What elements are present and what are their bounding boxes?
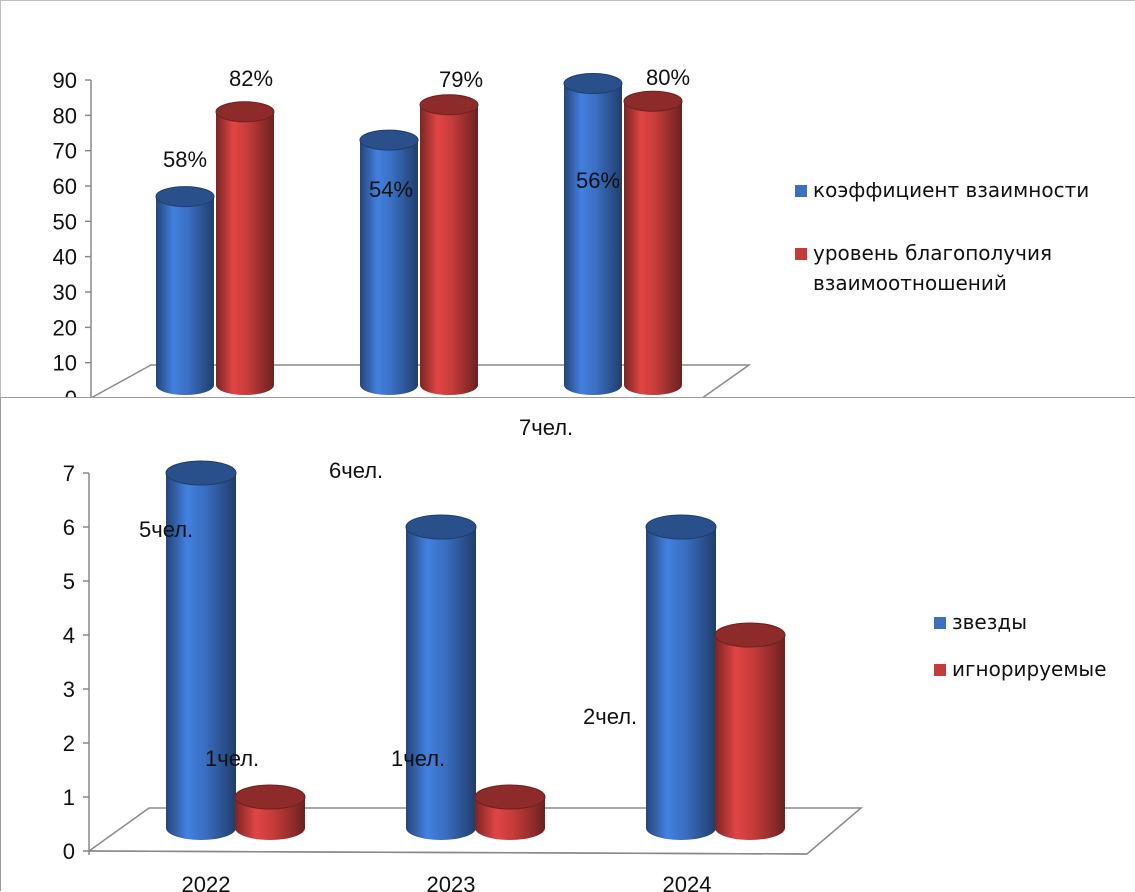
bar-top [234,784,306,810]
bar-body [156,196,214,395]
bar-body [166,473,236,840]
y-tick-label: 30 [53,280,77,305]
data-label: 5чел. [139,517,193,542]
data-label: 54% [369,177,413,202]
legend-label-reciprocity: коэффициент взаимности [813,178,1090,202]
y-tick-label: 70 [53,139,77,164]
y-tick-label: 1 [63,785,75,810]
bar-body [420,104,478,395]
y-tick-label: 40 [53,245,77,270]
bar-top [359,129,419,151]
chart-panel-top: 0 10 20 30 40 50 60 70 80 90 58% 54% 56% 82% 79% 80% ко… [0,0,1135,401]
data-label: 82% [229,66,273,91]
data-label: 6чел. [329,458,383,483]
bar-body [360,140,418,395]
legend-swatch-stars [934,617,946,629]
x-axis-line [88,850,808,855]
bar [645,514,717,840]
bar [419,94,479,395]
y-tick-label: 7 [63,461,75,486]
bar [474,784,546,840]
data-label: 79% [439,67,483,92]
bar-top [405,514,477,540]
bar [165,460,237,840]
chart-panel-bottom: 0 1 2 3 4 5 6 7 5чел. 6чел. 7чел. 1чел. 1чел. 2чел. 20… [0,397,1135,892]
y-tick-label: 2 [63,731,75,756]
data-label: 58% [163,147,207,172]
y-tick-label: 0 [63,839,75,864]
bar-top [155,186,215,208]
bar-body [216,111,274,395]
legend-swatch-ignored [934,664,946,676]
legend-swatch-reciprocity [795,185,807,197]
legend-label-stars: звезды [952,610,1027,634]
chart-bottom-svg: 0 1 2 3 4 5 6 7 5чел. 6чел. 7чел. 1чел. 1чел. 2чел. 20… [63,415,864,892]
y-tick-label: 4 [63,623,75,648]
y-tick-label: 20 [53,315,77,340]
legend-label-ignored: игнорируемые [952,657,1107,681]
x-tick-label: 2024 [663,872,712,892]
bar-top [645,514,717,540]
bar-body [564,83,622,396]
data-label: 7чел. [519,415,573,440]
bar [234,784,306,840]
bar [623,90,683,395]
bar [215,101,275,395]
bar-body [646,527,716,840]
bar [714,622,786,840]
data-label: 1чел. [391,746,445,771]
bar-body [406,527,476,840]
bar [563,73,623,396]
y-tick-label: 60 [53,174,77,199]
data-label: 1чел. [205,746,259,771]
legend-swatch-wellbeing [795,248,807,260]
y-tick-label: 90 [53,68,77,93]
bar-body [624,101,682,395]
data-label: 80% [646,65,690,90]
bar-top [419,94,479,116]
y-tick-label: 10 [53,351,77,376]
y-tick-label: 50 [53,209,77,234]
bar-top [714,622,786,648]
bar [155,186,215,395]
data-label: 56% [576,168,620,193]
y-tick-label: 80 [53,103,77,128]
bar [405,514,477,840]
y-tick-label: 3 [63,677,75,702]
x-tick-label: 2023 [427,872,476,892]
bar-top [623,90,683,112]
bar-top [215,101,275,123]
y-tick-label: 6 [63,515,75,540]
data-label: 2чел. [583,704,637,729]
bar-top [165,460,237,486]
bar-body [715,635,785,840]
bar-top [474,784,546,810]
x-tick-label: 2022 [182,872,231,892]
legend-label-wellbeing: уровень благополучия взаимоотношений [813,241,1052,295]
bar-top [563,73,623,95]
y-tick-label: 5 [63,569,75,594]
bar [359,129,419,395]
